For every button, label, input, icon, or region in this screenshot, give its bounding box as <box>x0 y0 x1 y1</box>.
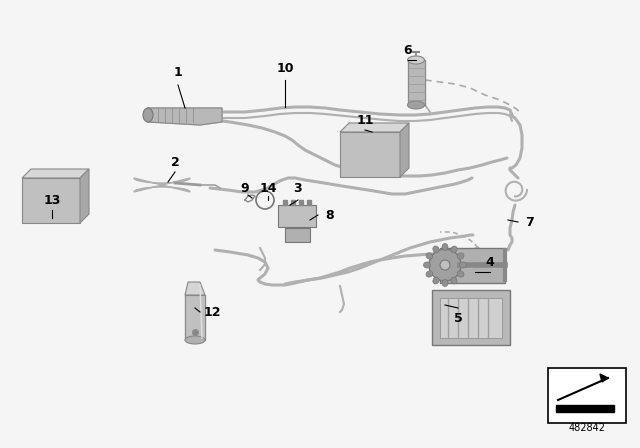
Text: 482842: 482842 <box>568 423 605 433</box>
Ellipse shape <box>451 277 457 284</box>
Ellipse shape <box>442 244 448 250</box>
FancyBboxPatch shape <box>548 368 626 423</box>
Text: 1: 1 <box>173 65 182 78</box>
Text: 11: 11 <box>356 113 374 126</box>
Polygon shape <box>80 169 89 223</box>
FancyBboxPatch shape <box>278 205 316 227</box>
Ellipse shape <box>442 280 448 287</box>
Ellipse shape <box>457 271 464 277</box>
Polygon shape <box>408 60 425 105</box>
Ellipse shape <box>457 253 464 259</box>
Text: 13: 13 <box>44 194 61 207</box>
Text: 3: 3 <box>294 181 302 194</box>
Polygon shape <box>283 200 287 205</box>
Text: 9: 9 <box>241 181 250 194</box>
Polygon shape <box>148 108 222 125</box>
Ellipse shape <box>433 246 439 253</box>
Polygon shape <box>134 178 190 192</box>
Text: 6: 6 <box>404 43 412 56</box>
Polygon shape <box>340 132 400 177</box>
Text: 2: 2 <box>171 155 179 168</box>
Polygon shape <box>22 169 89 178</box>
Ellipse shape <box>408 101 424 109</box>
Polygon shape <box>340 123 409 132</box>
Text: 8: 8 <box>326 208 334 221</box>
Polygon shape <box>400 123 409 177</box>
Ellipse shape <box>451 246 457 253</box>
Text: 12: 12 <box>204 306 221 319</box>
Polygon shape <box>185 282 205 295</box>
FancyBboxPatch shape <box>285 228 310 242</box>
Ellipse shape <box>426 271 433 277</box>
FancyBboxPatch shape <box>440 298 502 338</box>
Ellipse shape <box>143 108 153 122</box>
Polygon shape <box>307 200 311 205</box>
Ellipse shape <box>460 262 467 268</box>
Ellipse shape <box>429 249 461 281</box>
Polygon shape <box>22 178 80 223</box>
Ellipse shape <box>433 277 439 284</box>
Ellipse shape <box>185 336 205 344</box>
FancyBboxPatch shape <box>440 248 505 283</box>
Text: 7: 7 <box>525 215 534 228</box>
Ellipse shape <box>424 262 431 268</box>
Text: 14: 14 <box>259 181 276 194</box>
Text: 5: 5 <box>454 311 462 324</box>
Text: 4: 4 <box>486 255 494 268</box>
Polygon shape <box>556 405 614 412</box>
Ellipse shape <box>440 260 450 270</box>
Polygon shape <box>299 200 303 205</box>
Ellipse shape <box>426 253 433 259</box>
Polygon shape <box>600 374 608 382</box>
Text: 10: 10 <box>276 61 294 74</box>
Polygon shape <box>291 200 295 205</box>
FancyBboxPatch shape <box>432 290 510 345</box>
Ellipse shape <box>408 56 424 64</box>
Polygon shape <box>185 295 205 340</box>
